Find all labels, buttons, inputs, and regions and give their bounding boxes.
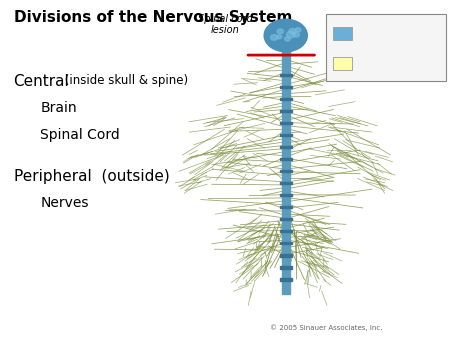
- Circle shape: [277, 29, 284, 34]
- Circle shape: [289, 28, 296, 34]
- Text: Divisions of the Nervous System: Divisions of the Nervous System: [14, 10, 292, 25]
- Bar: [280, 170, 292, 172]
- Circle shape: [284, 37, 290, 41]
- Bar: [280, 278, 292, 281]
- Bar: [280, 74, 292, 76]
- Bar: [326, 14, 446, 81]
- Bar: [280, 194, 292, 196]
- Bar: [280, 146, 292, 148]
- Bar: [282, 51, 290, 294]
- Bar: [280, 158, 292, 160]
- Text: Peripheral nervous
system: Peripheral nervous system: [357, 54, 429, 73]
- Bar: [333, 57, 352, 70]
- Circle shape: [287, 31, 295, 38]
- Bar: [280, 86, 292, 88]
- Bar: [280, 230, 292, 233]
- Text: Peripheral  (outside): Peripheral (outside): [14, 169, 169, 184]
- Text: Central nervous
system: Central nervous system: [357, 23, 418, 43]
- Circle shape: [277, 35, 282, 39]
- Bar: [280, 206, 292, 209]
- Bar: [280, 98, 292, 100]
- Bar: [280, 110, 292, 112]
- Bar: [280, 182, 292, 185]
- Bar: [280, 254, 292, 257]
- Circle shape: [264, 19, 307, 52]
- Text: © 2005 Sinauer Associates, Inc.: © 2005 Sinauer Associates, Inc.: [270, 324, 382, 331]
- Text: Central: Central: [14, 74, 69, 89]
- Bar: [280, 122, 292, 124]
- Circle shape: [270, 34, 278, 40]
- Circle shape: [295, 28, 301, 32]
- Bar: [280, 242, 292, 244]
- Text: Spinal cord
lesion: Spinal cord lesion: [198, 14, 252, 35]
- Text: (inside skull & spine): (inside skull & spine): [61, 74, 188, 87]
- Bar: [333, 27, 352, 40]
- Text: Brain: Brain: [40, 101, 77, 115]
- Text: Nerves: Nerves: [40, 196, 89, 210]
- Bar: [280, 218, 292, 220]
- Bar: [280, 266, 292, 268]
- Text: Spinal Cord: Spinal Cord: [40, 128, 120, 142]
- Bar: [280, 134, 292, 136]
- Circle shape: [293, 32, 300, 37]
